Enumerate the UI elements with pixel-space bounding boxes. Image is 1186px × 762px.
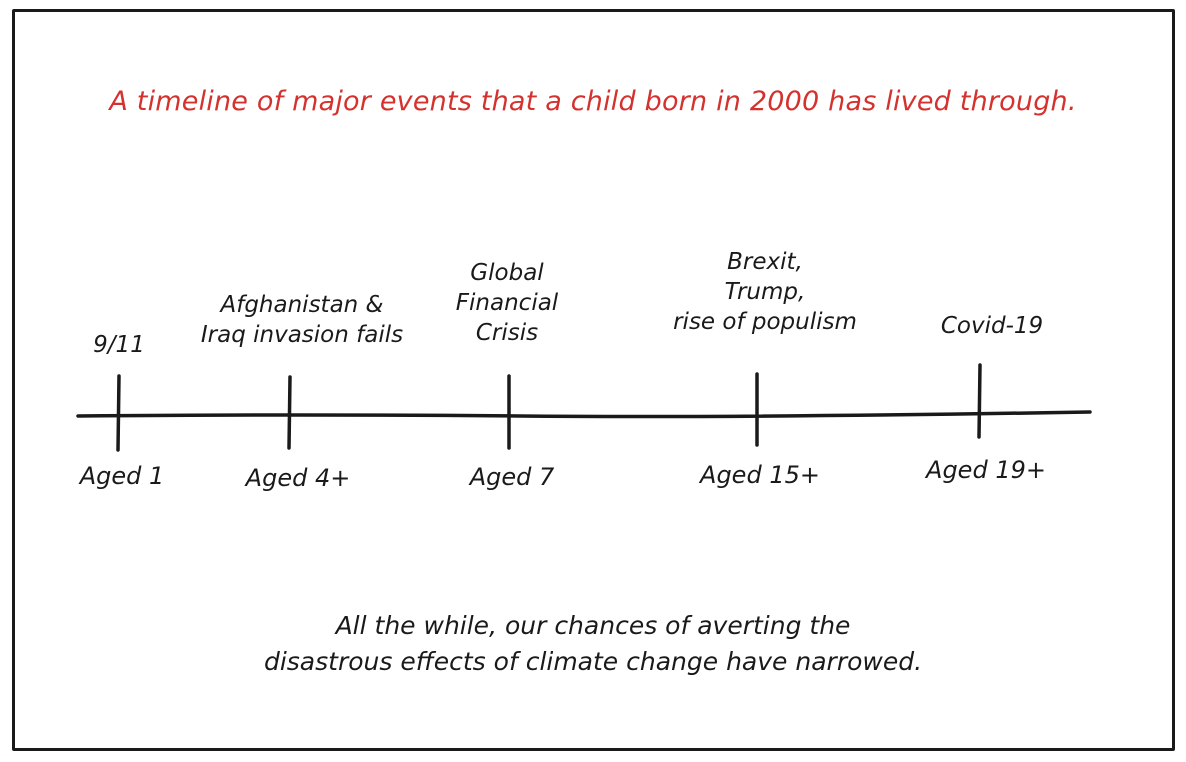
tick-4 [977, 363, 982, 439]
event-3-line-1: Trump, [724, 279, 806, 305]
event-label-0: 9/11 [93, 330, 145, 360]
age-label-2: Aged 7 [469, 463, 555, 491]
diagram-frame [12, 9, 1175, 751]
footer-line-2: disastrous effects of climate change hav… [263, 647, 923, 676]
event-2-line-2: Crisis [475, 320, 539, 346]
event-label-3: Brexit, Trump, rise of populism [673, 247, 857, 337]
footer-note: All the while, our chances of averting t… [0, 608, 1186, 680]
tick-1 [287, 375, 292, 450]
event-label-2: Global Financial Crisis [456, 258, 558, 348]
event-2-line-0: Global [470, 260, 544, 286]
event-label-1: Afghanistan & Iraq invasion fails [201, 290, 403, 350]
event-2-line-1: Financial [455, 290, 559, 316]
age-label-4: Aged 19+ [926, 456, 1046, 484]
event-1-line-0: Afghanistan & [220, 292, 384, 318]
event-3-line-0: Brexit, [727, 249, 803, 275]
timeline-axis [76, 410, 1092, 419]
event-3-line-2: rise of populism [673, 309, 857, 335]
diagram-title: A timeline of major events that a child … [109, 86, 1077, 117]
event-4-line-0: Covid-19 [940, 313, 1044, 339]
footer-line-1: All the while, our chances of averting t… [335, 611, 851, 640]
age-label-0: Aged 1 [79, 462, 165, 490]
age-label-1: Aged 4+ [245, 464, 351, 492]
tick-0 [116, 374, 121, 452]
event-0-line-0: 9/11 [93, 332, 145, 358]
event-1-line-1: Iraq invasion fails [200, 322, 404, 348]
event-label-4: Covid-19 [941, 311, 1043, 341]
age-label-3: Aged 15+ [700, 461, 820, 489]
